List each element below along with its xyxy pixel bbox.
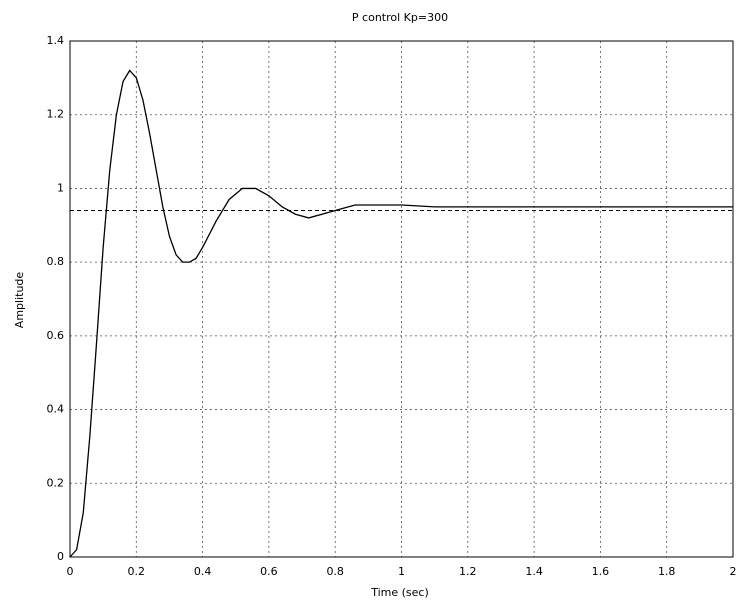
chart-title: P control Kp=300 (352, 11, 448, 24)
x-tick-label: 1.2 (459, 565, 477, 578)
x-tick-label: 0.6 (260, 565, 278, 578)
y-tick-label: 0.8 (47, 255, 65, 268)
y-tick-label: 0 (57, 550, 64, 563)
x-tick-label: 0.8 (326, 565, 344, 578)
x-tick-label: 0 (67, 565, 74, 578)
y-tick-label: 1.4 (47, 34, 65, 47)
y-axis-label: Amplitude (13, 272, 26, 329)
x-axis-label: Time (sec) (370, 586, 429, 599)
x-tick-label: 1.8 (658, 565, 676, 578)
y-tick-label: 0.6 (47, 329, 65, 342)
y-tick-label: 1 (57, 181, 64, 194)
y-tick-label: 0.2 (47, 476, 65, 489)
x-tick-label: 1.4 (525, 565, 543, 578)
x-tick-label: 0.4 (194, 565, 212, 578)
x-tick-label: 0.2 (128, 565, 146, 578)
y-tick-label: 0.4 (47, 403, 65, 416)
y-tick-label: 1.2 (47, 108, 65, 121)
axes-box (69, 40, 734, 558)
x-tick-label: 1.6 (592, 565, 610, 578)
x-tick-label: 1 (398, 565, 405, 578)
line-series (69, 69, 733, 558)
x-tick-label: 2 (730, 565, 736, 578)
